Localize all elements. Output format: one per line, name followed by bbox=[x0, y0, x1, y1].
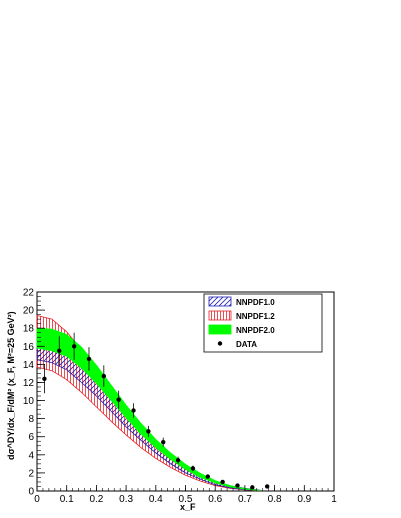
x-tick-label: 0.9 bbox=[297, 494, 311, 505]
legend-label: NNPDF1.0 bbox=[236, 298, 275, 307]
x-tick-label: 0.6 bbox=[208, 494, 222, 505]
x-tick-label: 0.4 bbox=[149, 494, 163, 505]
data-point bbox=[71, 344, 77, 349]
data-point bbox=[175, 458, 181, 463]
x-tick-label: 0.7 bbox=[238, 494, 252, 505]
y-axis-label: dσ^DY/dx_F/dM² (x_F, M²=25 GeV²) bbox=[6, 311, 16, 460]
legend-swatch bbox=[208, 324, 232, 335]
data-point bbox=[101, 373, 107, 379]
data-point bbox=[86, 356, 92, 362]
y-axis-ticks: 0 2 4 6 8 10 12 14 16 18 20 22 bbox=[23, 288, 45, 498]
data-point bbox=[42, 376, 47, 382]
legend-label: DATA bbox=[236, 340, 257, 349]
data-point bbox=[250, 485, 255, 490]
data-point bbox=[205, 474, 210, 479]
y-tick-label: 18 bbox=[23, 324, 35, 335]
data-point bbox=[235, 483, 240, 488]
x-tick-label: 0.5 bbox=[179, 494, 193, 505]
data-point bbox=[116, 397, 121, 402]
legend-label: NNPDF1.2 bbox=[236, 312, 275, 321]
band-nnpdf1-0 bbox=[36, 336, 261, 491]
y-tick-label: 2 bbox=[28, 468, 34, 479]
legend-swatch bbox=[208, 310, 232, 321]
x-tick-label: 0 bbox=[34, 494, 40, 505]
legend-label: NNPDF2.0 bbox=[236, 326, 275, 335]
y-tick-label: 16 bbox=[23, 342, 35, 353]
y-tick-label: 0 bbox=[28, 487, 34, 498]
data-point bbox=[146, 429, 151, 434]
y-tick-label: 8 bbox=[28, 414, 34, 425]
data-point bbox=[220, 479, 225, 485]
x-tick-label: 0.8 bbox=[268, 494, 282, 505]
data-point bbox=[57, 348, 62, 353]
data-points bbox=[42, 332, 270, 490]
y-tick-label: 22 bbox=[23, 288, 35, 299]
legend: NNPDF1.0 NNPDF1.2 NNPDF2.0 DATA bbox=[203, 293, 323, 353]
x-tick-label: 1 bbox=[331, 494, 337, 505]
y-tick-label: 4 bbox=[28, 450, 34, 461]
x-tick-label: 0.3 bbox=[119, 494, 133, 505]
data-point bbox=[190, 466, 196, 471]
legend-swatch bbox=[208, 296, 232, 307]
data-point bbox=[264, 484, 270, 489]
legend-marker bbox=[217, 341, 223, 346]
x-tick-label: 0.2 bbox=[89, 494, 103, 505]
uncertainty-bands bbox=[36, 314, 261, 492]
y-tick-label: 12 bbox=[23, 378, 35, 389]
x-tick-label: 0.1 bbox=[60, 494, 74, 505]
y-tick-label: 14 bbox=[23, 360, 35, 371]
x-axis-label: x_F bbox=[180, 502, 196, 512]
x-axis-ticks: 0 0.1 0.2 0.3 0.4 0.5 0.6 0.7 0.8 0.9 1 bbox=[34, 485, 337, 505]
band-nnpdf2-0 bbox=[36, 327, 261, 491]
y-tick-label: 6 bbox=[28, 432, 34, 443]
y-tick-label: 10 bbox=[23, 396, 35, 407]
data-point bbox=[161, 439, 166, 445]
data-point bbox=[131, 408, 136, 413]
y-tick-label: 20 bbox=[23, 306, 35, 317]
